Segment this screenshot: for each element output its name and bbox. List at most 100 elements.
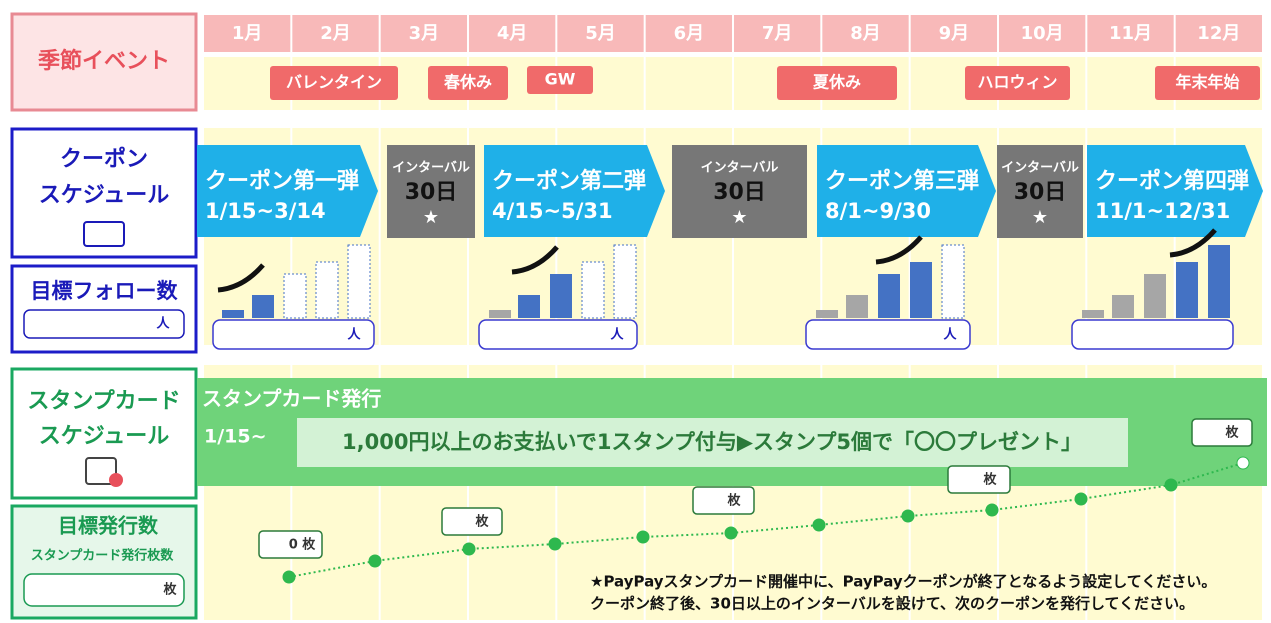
month-label: 7月 <box>762 23 793 44</box>
banner-title: スタンプカード発行 <box>202 387 381 411</box>
label-box <box>10 127 198 259</box>
trend-point <box>462 542 476 556</box>
interval-label: インターバル <box>392 161 470 176</box>
mini-bar <box>518 295 540 318</box>
coupon-period: 4/15~5/31 <box>492 199 613 223</box>
input-box <box>23 573 185 607</box>
label-box <box>10 12 198 112</box>
row-title: 目標発行数 <box>58 514 159 538</box>
count-label: 枚 <box>1225 425 1239 441</box>
month-cell <box>557 15 644 52</box>
count-box <box>258 530 323 559</box>
month-cell <box>204 15 291 52</box>
month-label: 10月 <box>1021 23 1064 44</box>
event-tag <box>965 66 1070 100</box>
mini-bar <box>1176 262 1198 318</box>
follow-box <box>478 319 638 350</box>
grid-column <box>645 57 732 110</box>
mini-bar <box>347 244 371 319</box>
card-icon <box>85 457 117 485</box>
event-tag <box>527 66 593 94</box>
row-title: 目標フォロー数 <box>31 279 179 303</box>
message-box <box>297 418 1128 467</box>
mini-bar <box>581 261 605 319</box>
trend-point <box>1236 456 1250 470</box>
row-title: スケジュール <box>39 183 169 208</box>
mini-bar <box>550 274 572 318</box>
unit-label: 枚 <box>163 582 177 598</box>
mini-bar <box>283 273 307 319</box>
trend-point <box>1074 492 1088 506</box>
growth-arrow <box>875 235 923 265</box>
event-label: GW <box>545 70 576 89</box>
unit-label: 人 <box>156 316 170 332</box>
trend-point <box>901 509 915 523</box>
event-label: 年末年始 <box>1175 73 1239 92</box>
event-label: バレンタイン <box>286 73 382 92</box>
growth-arrow <box>1169 228 1217 258</box>
row-title: 季節イベント <box>38 48 170 74</box>
interval-days: 30日 <box>1014 180 1067 205</box>
interval-mark: ★ <box>423 207 439 228</box>
mini-bar <box>910 262 932 318</box>
count-label: 枚 <box>475 514 489 530</box>
month-cell <box>822 15 909 52</box>
growth-arrow <box>217 263 265 293</box>
count-box <box>441 507 503 536</box>
mini-bar <box>1112 295 1134 318</box>
interval-box <box>997 145 1083 238</box>
note: クーポン終了後、30日以上のインターバルを設けて、次のクーポンを発行してください… <box>590 595 1194 613</box>
coupon-arrow <box>817 145 996 237</box>
mini-bar <box>252 295 274 318</box>
coupon-title: クーポン第四弾 <box>1095 168 1249 194</box>
month-label: 4月 <box>497 23 528 44</box>
interval-box <box>387 145 475 238</box>
coupon-period: 11/1~12/31 <box>1095 199 1230 223</box>
month-cell <box>645 15 732 52</box>
row-subtitle: スタンプカード発行枚数 <box>31 548 175 564</box>
interval-label: インターバル <box>701 161 779 176</box>
follow-box <box>1071 319 1234 350</box>
mini-bar <box>941 244 965 319</box>
input-box <box>23 309 185 339</box>
trend-point <box>812 518 826 532</box>
coupon-arrow <box>1087 145 1263 237</box>
row-title: スタンプカード <box>27 389 180 414</box>
trend-point <box>724 526 738 540</box>
banner-start: 1/15~ <box>204 426 267 448</box>
interval-days: 30日 <box>405 180 458 205</box>
coupon-title: クーポン第三弾 <box>825 168 979 194</box>
stamp-trend <box>288 462 1244 578</box>
mini-bar <box>1082 310 1104 318</box>
unit-label: 人 <box>943 327 957 343</box>
mini-bar <box>489 310 511 318</box>
month-label: 6月 <box>674 23 705 44</box>
month-label: 9月 <box>939 23 970 44</box>
note: ★PayPayスタンプカード開催中に、PayPayクーポンが終了となるよう設定し… <box>590 573 1216 591</box>
count-label: 枚 <box>983 472 997 488</box>
coupon-period: 8/1~9/30 <box>825 199 931 223</box>
trend-point <box>548 537 562 551</box>
card-icon-badge <box>109 473 123 487</box>
event-tag <box>1155 66 1260 100</box>
event-label: 春休み <box>443 73 492 92</box>
event-label: ハロウィン <box>977 73 1057 92</box>
mini-bar <box>222 310 244 318</box>
interval-mark: ★ <box>731 207 747 228</box>
month-cell <box>910 15 997 52</box>
count-box <box>1191 418 1253 447</box>
month-cell <box>1087 15 1174 52</box>
trend-point <box>636 530 650 544</box>
mini-bar <box>1144 274 1166 318</box>
month-cell <box>469 15 556 52</box>
mini-bar <box>878 274 900 318</box>
month-cell <box>734 15 821 52</box>
event-tag <box>270 66 398 100</box>
month-cell <box>292 15 379 52</box>
month-label: 1月 <box>232 23 263 44</box>
month-label: 12月 <box>1197 23 1240 44</box>
ticket-icon <box>83 221 125 247</box>
event-tag <box>428 66 508 100</box>
event-label: 夏休み <box>812 73 861 92</box>
